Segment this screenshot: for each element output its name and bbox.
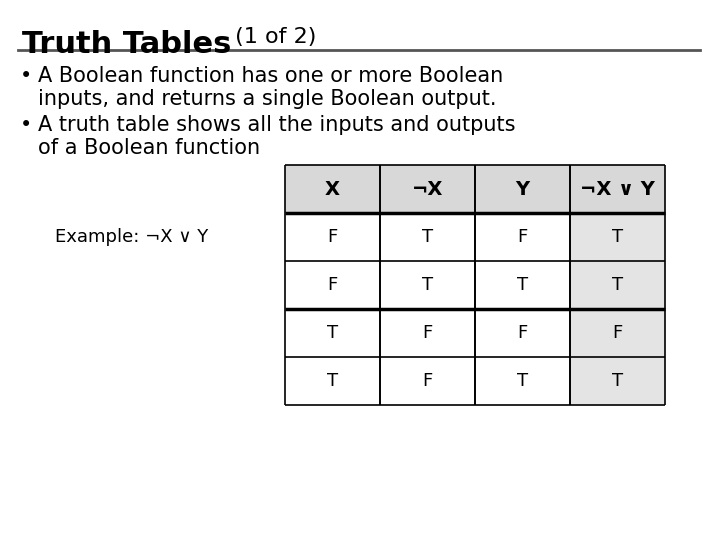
Text: •: •	[20, 66, 32, 86]
Bar	[380, 261, 475, 309]
Text: T: T	[612, 372, 623, 390]
Bar	[285, 357, 380, 405]
Text: T: T	[517, 276, 528, 294]
Text: F: F	[518, 228, 528, 246]
Bar	[570, 309, 665, 357]
Bar	[380, 357, 475, 405]
Text: T: T	[612, 228, 623, 246]
Text: F: F	[518, 324, 528, 342]
Bar	[285, 309, 380, 357]
Bar	[475, 357, 570, 405]
Text: T: T	[327, 372, 338, 390]
Text: F: F	[328, 276, 338, 294]
Text: T: T	[327, 324, 338, 342]
Text: ¬X: ¬X	[412, 179, 444, 199]
Text: Example: ¬X ∨ Y: Example: ¬X ∨ Y	[55, 228, 208, 246]
Text: Y: Y	[516, 179, 530, 199]
Text: X: X	[325, 179, 340, 199]
Bar	[475, 261, 570, 309]
Text: of a Boolean function: of a Boolean function	[38, 138, 260, 158]
Bar	[570, 213, 665, 261]
Bar	[285, 165, 380, 213]
Text: ¬X ∨ Y: ¬X ∨ Y	[580, 179, 655, 199]
Text: T: T	[517, 372, 528, 390]
Bar	[380, 165, 475, 213]
Text: T: T	[422, 228, 433, 246]
Bar	[380, 309, 475, 357]
Text: inputs, and returns a single Boolean output.: inputs, and returns a single Boolean out…	[38, 89, 497, 109]
Bar	[570, 357, 665, 405]
Text: F: F	[423, 372, 433, 390]
Text: A truth table shows all the inputs and outputs: A truth table shows all the inputs and o…	[38, 115, 516, 135]
Bar	[380, 213, 475, 261]
Text: A Boolean function has one or more Boolean: A Boolean function has one or more Boole…	[38, 66, 503, 86]
Text: T: T	[422, 276, 433, 294]
Text: (1 of 2): (1 of 2)	[228, 27, 316, 47]
Text: Truth Tables: Truth Tables	[22, 30, 231, 59]
Bar	[285, 213, 380, 261]
Bar	[475, 213, 570, 261]
Text: F: F	[328, 228, 338, 246]
Text: T: T	[612, 276, 623, 294]
Text: F: F	[613, 324, 623, 342]
Text: •: •	[20, 115, 32, 135]
Bar	[570, 165, 665, 213]
Bar	[570, 261, 665, 309]
Text: F: F	[423, 324, 433, 342]
Bar	[475, 309, 570, 357]
Bar	[475, 165, 570, 213]
Bar	[285, 261, 380, 309]
